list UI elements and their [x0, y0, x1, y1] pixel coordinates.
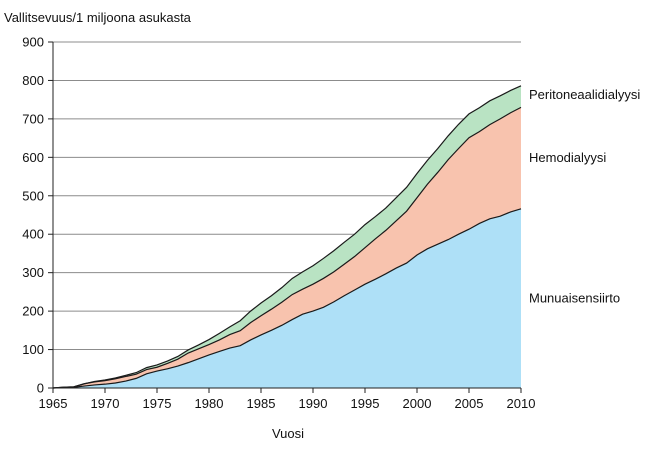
x-tick-label-2000: 2000 [403, 396, 432, 411]
x-tick-label-2010: 2010 [507, 396, 536, 411]
y-tick-label-200: 200 [22, 304, 44, 319]
gridlines [53, 41, 521, 351]
x-tick-label-1990: 1990 [299, 396, 328, 411]
axes: 0 100 200 300 400 500 600 700 800 900 1965 1970 1975… [22, 35, 535, 412]
y-tick-label-600: 600 [22, 150, 44, 165]
line-hemodialyysi [52, 106, 522, 389]
x-tick-label-1985: 1985 [247, 396, 276, 411]
series-label-peritoneaalidialyysi: Peritoneaalidialyysi [529, 87, 640, 102]
y-tick-label-100: 100 [22, 342, 44, 357]
area-munuaisensiirto [53, 208, 521, 388]
y-axis-title: Vallitsevuus/1 miljoona asukasta [4, 10, 192, 25]
line-munuaisensiirto [52, 208, 522, 389]
x-axis-title: Vuosi [272, 426, 304, 441]
x-tick-label-1970: 1970 [91, 396, 120, 411]
line-peritoneaalidialyysi [52, 85, 522, 389]
series-label-munuaisensiirto: Munuaisensiirto [529, 290, 620, 305]
x-tick-label-1975: 1975 [143, 396, 172, 411]
y-tick-label-400: 400 [22, 227, 44, 242]
area-peritoneaalidialyysi [53, 85, 521, 388]
x-tick-label-1965: 1965 [39, 396, 68, 411]
x-tick-label-1995: 1995 [351, 396, 380, 411]
y-tick-label-900: 900 [22, 35, 44, 50]
x-tick-label-1980: 1980 [195, 396, 224, 411]
series-label-hemodialyysi: Hemodialyysi [529, 150, 606, 165]
y-tick-label-0: 0 [37, 381, 44, 396]
series-labels: Munuaisensiirto Hemodialyysi Peritoneaalid… [529, 87, 640, 306]
area-hemodialyysi [53, 107, 521, 389]
y-tick-label-500: 500 [22, 188, 44, 203]
y-tick-label-300: 300 [22, 265, 44, 280]
y-tick-label-700: 700 [22, 111, 44, 126]
y-tick-label-800: 800 [22, 73, 44, 88]
area-series [52, 85, 522, 389]
x-tick-label-2005: 2005 [455, 396, 484, 411]
